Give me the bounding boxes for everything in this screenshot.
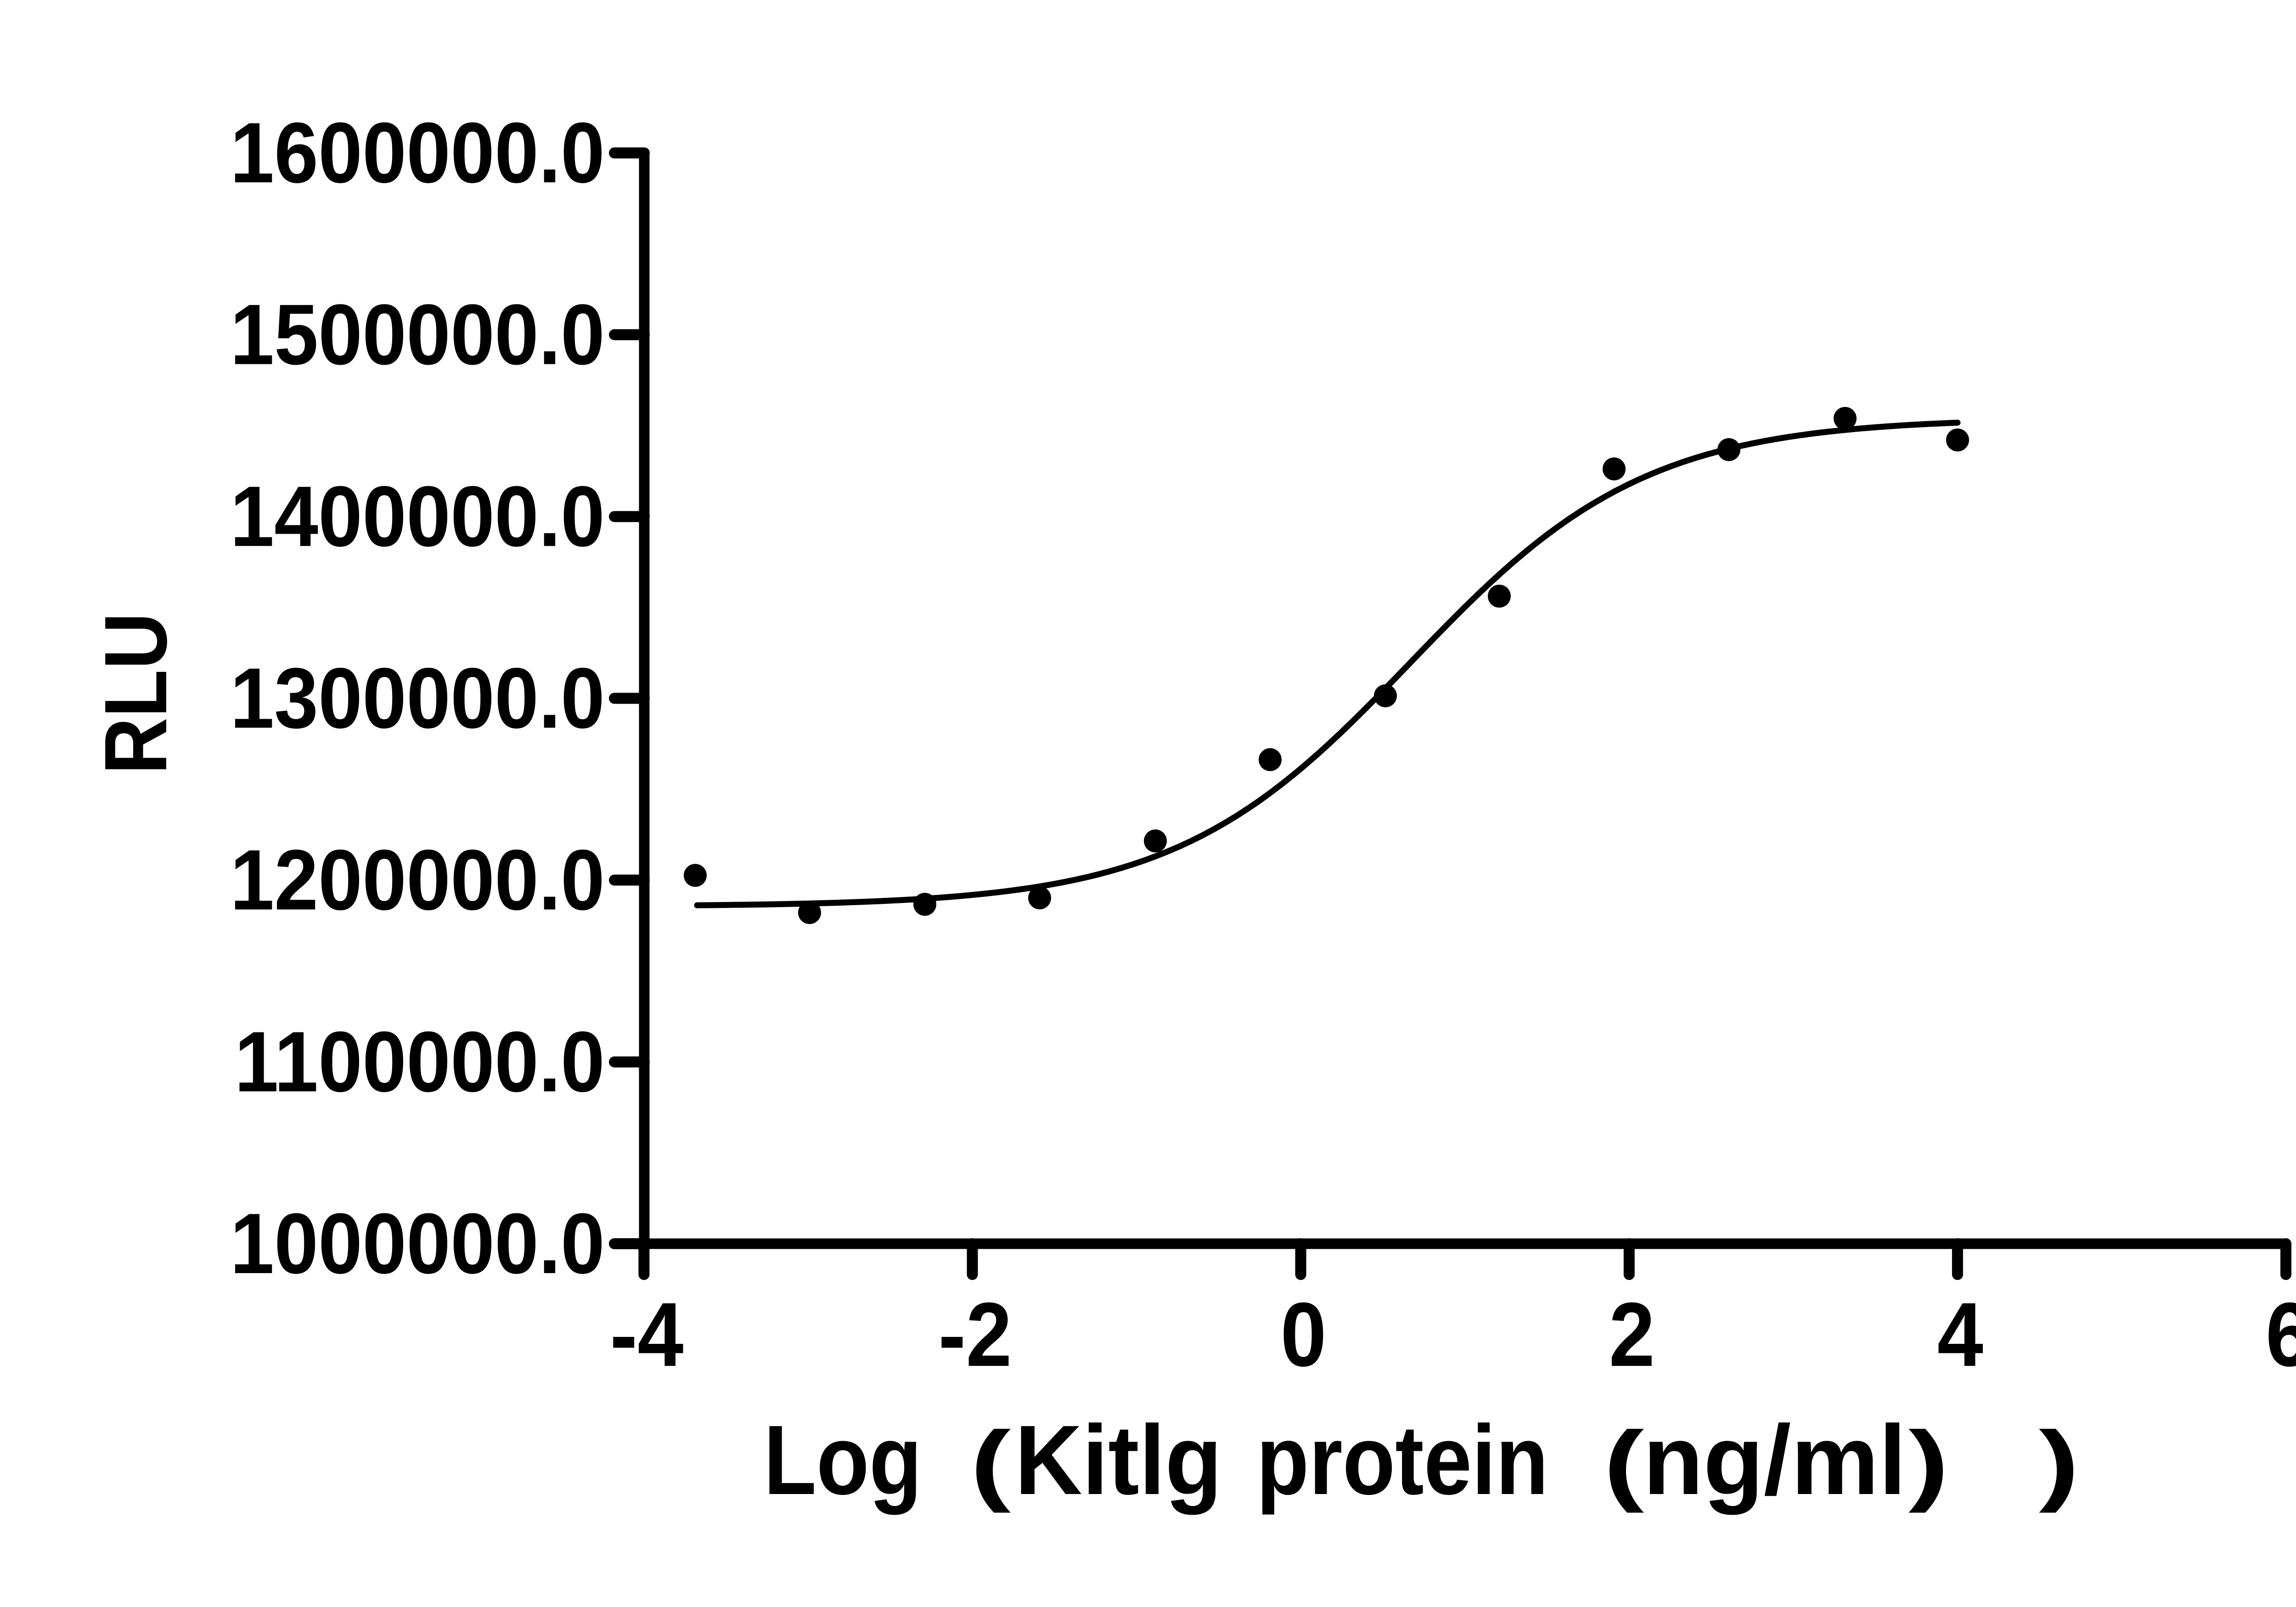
svg-text:1100000.0: 1100000.0: [235, 1014, 605, 1110]
svg-text:1600000.0: 1600000.0: [230, 105, 605, 201]
svg-text:1300000.0: 1300000.0: [230, 650, 605, 746]
svg-text:RLU: RLU: [86, 613, 186, 775]
svg-text:2: 2: [1609, 1284, 1655, 1386]
svg-text:1200000.0: 1200000.0: [230, 832, 605, 928]
svg-text:): ): [2039, 1413, 2079, 1513]
svg-text:-2: -2: [938, 1284, 1012, 1386]
svg-text:-4: -4: [610, 1284, 683, 1386]
svg-text:ng/ml: ng/ml: [1643, 1404, 1906, 1515]
svg-text:Kitlg: Kitlg: [1015, 1405, 1222, 1515]
svg-text:1500000.0: 1500000.0: [230, 287, 605, 383]
svg-text:1400000.0: 1400000.0: [230, 468, 605, 564]
svg-text:(: (: [1604, 1413, 1644, 1513]
svg-text:0: 0: [1280, 1284, 1326, 1386]
svg-text:): ): [1908, 1413, 1949, 1513]
svg-text:Log: Log: [764, 1404, 922, 1515]
svg-text:(: (: [970, 1413, 1011, 1513]
svg-text:1000000.0: 1000000.0: [230, 1196, 605, 1292]
svg-text:6: 6: [2266, 1284, 2296, 1386]
svg-text:4: 4: [1937, 1284, 1983, 1386]
svg-text:protein: protein: [1256, 1404, 1548, 1515]
